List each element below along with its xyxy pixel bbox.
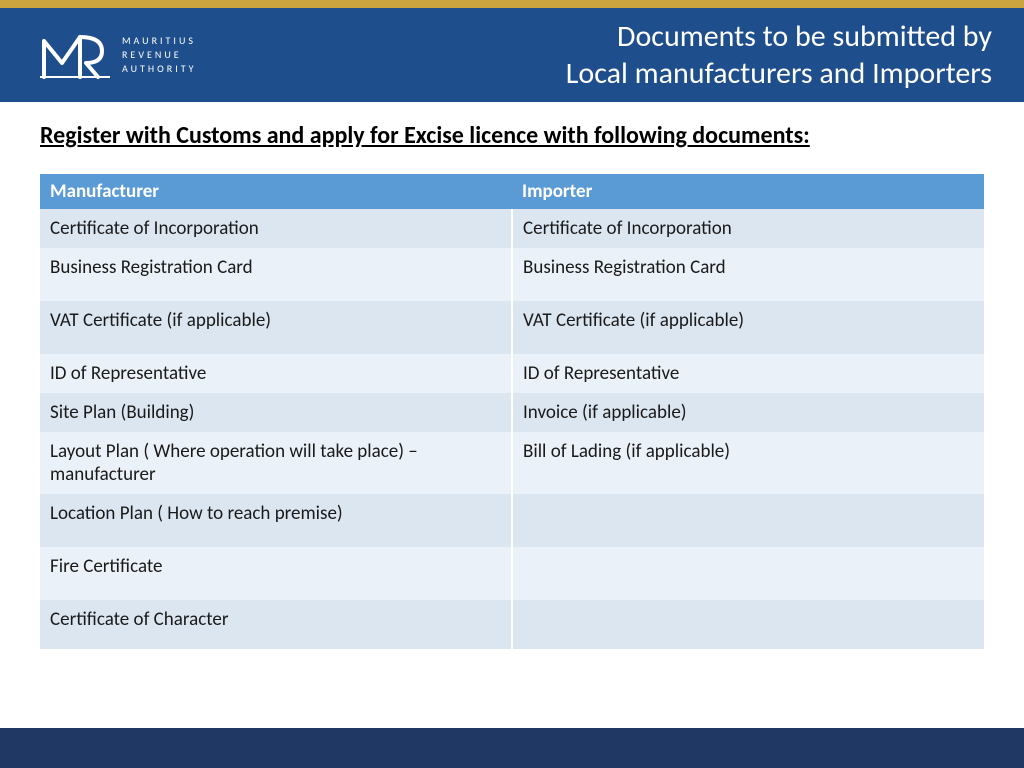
cell: Layout Plan ( Where operation will take … — [40, 432, 512, 494]
documents-table: Manufacturer Importer Certificate of Inc… — [40, 174, 984, 649]
org-name-line1: MAURITIUS — [122, 34, 196, 48]
cell: Site Plan (Building) — [40, 393, 512, 432]
logo: MAURITIUS REVENUE AUTHORITY — [40, 27, 196, 83]
col-manufacturer: Manufacturer — [40, 174, 512, 209]
logo-text: MAURITIUS REVENUE AUTHORITY — [122, 34, 196, 76]
page-title-line2: Local manufacturers and Importers — [196, 55, 992, 93]
header: MAURITIUS REVENUE AUTHORITY Documents to… — [0, 8, 1024, 102]
col-importer: Importer — [512, 174, 984, 209]
table-row: Certificate of Incorporation Certificate… — [40, 209, 984, 248]
cell: Certificate of Character — [40, 600, 512, 649]
table-row: Layout Plan ( Where operation will take … — [40, 432, 984, 494]
content: Register with Customs and apply for Exci… — [0, 102, 1024, 649]
org-name-line3: AUTHORITY — [122, 62, 196, 76]
table-row: Fire Certificate — [40, 547, 984, 600]
cell: Business Registration Card — [512, 248, 984, 301]
table-header-row: Manufacturer Importer — [40, 174, 984, 209]
org-name-line2: REVENUE — [122, 48, 196, 62]
cell: ID of Representative — [512, 354, 984, 393]
table-row: Location Plan ( How to reach premise) — [40, 494, 984, 547]
cell: Certificate of Incorporation — [512, 209, 984, 248]
cell — [512, 600, 984, 649]
cell — [512, 547, 984, 600]
cell: Location Plan ( How to reach premise) — [40, 494, 512, 547]
cell: Certificate of Incorporation — [40, 209, 512, 248]
table-row: Certificate of Character — [40, 600, 984, 649]
cell: VAT Certificate (if applicable) — [512, 301, 984, 354]
cell: Fire Certificate — [40, 547, 512, 600]
section-heading: Register with Customs and apply for Exci… — [40, 120, 984, 152]
cell — [512, 494, 984, 547]
table-row: ID of Representative ID of Representativ… — [40, 354, 984, 393]
table-row: Site Plan (Building) Invoice (if applica… — [40, 393, 984, 432]
table-row: VAT Certificate (if applicable) VAT Cert… — [40, 301, 984, 354]
page-title-line1: Documents to be submitted by — [196, 18, 992, 56]
top-accent-bar — [0, 0, 1024, 8]
table-row: Business Registration Card Business Regi… — [40, 248, 984, 301]
cell: VAT Certificate (if applicable) — [40, 301, 512, 354]
logo-mark-icon — [40, 27, 110, 83]
footer-bar — [0, 728, 1024, 768]
cell: Invoice (if applicable) — [512, 393, 984, 432]
page-title: Documents to be submitted by Local manuf… — [196, 18, 1000, 93]
cell: Bill of Lading (if applicable) — [512, 432, 984, 494]
cell: ID of Representative — [40, 354, 512, 393]
cell: Business Registration Card — [40, 248, 512, 301]
